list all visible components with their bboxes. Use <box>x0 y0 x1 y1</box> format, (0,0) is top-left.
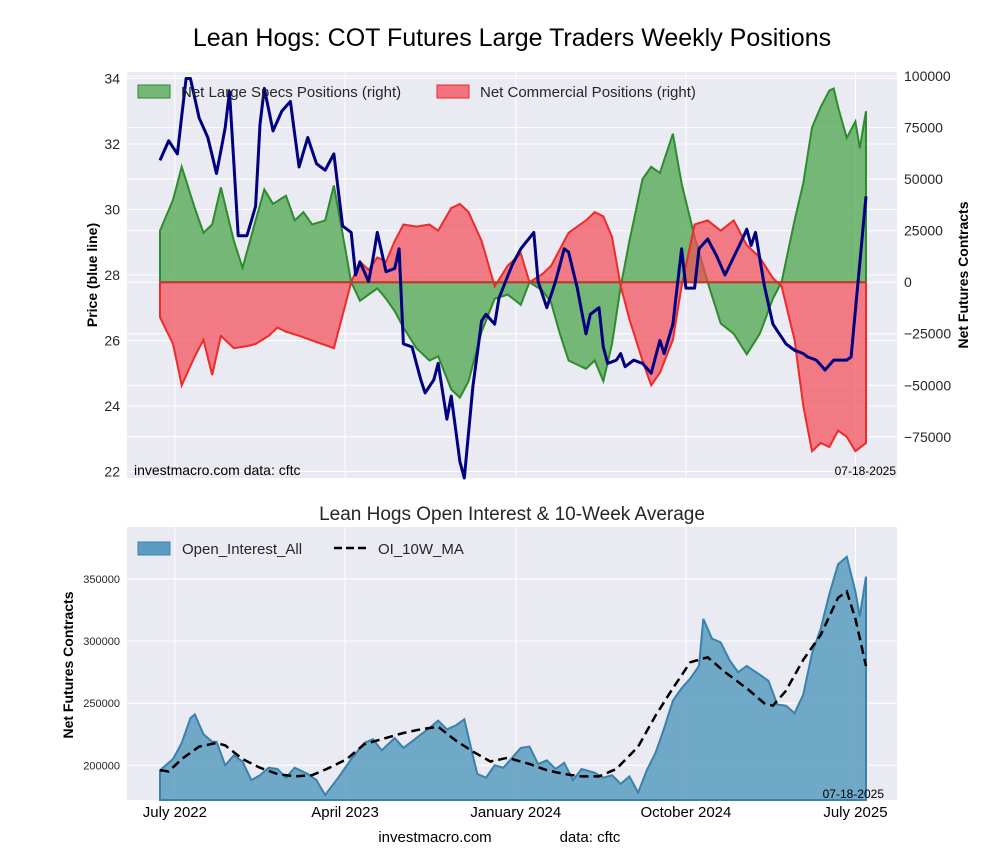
legend-swatch-commercial <box>436 84 470 99</box>
footer-data-source: data: cftc <box>560 829 621 846</box>
bottom-xtick-label: October 2024 <box>640 804 731 821</box>
top-ytick-left-label: 26 <box>104 332 120 348</box>
legend-label-open-interest: Open_Interest_All <box>182 541 302 558</box>
top-ytick-right-label: 25000 <box>904 223 943 239</box>
legend-swatch-specs <box>137 84 171 99</box>
legend-swatch-open-interest <box>137 541 171 556</box>
top-ytick-right-label: 0 <box>904 274 912 290</box>
oi-10w-ma-line <box>159 589 868 778</box>
top-ytick-left-label: 28 <box>104 267 120 283</box>
bottom-xtick-label: July 2025 <box>823 804 887 821</box>
footer-site: investmacro.com <box>378 829 491 846</box>
bottom-ytick-label: 200000 <box>83 760 120 772</box>
bottom-areas <box>159 555 868 801</box>
top-ytick-right-label: −25000 <box>904 326 951 342</box>
top-ytick-left-label: 22 <box>104 463 120 479</box>
bottom-xtick-label: January 2024 <box>470 804 561 821</box>
legend-label-commercial: Net Commercial Positions (right) <box>480 84 696 101</box>
top-chart: 22 24 26 28 30 32 34 −75000 −50000 −25000 0 25000 5… <box>84 68 971 480</box>
top-legend: Net Large Specs Positions (right) Net Co… <box>137 84 696 101</box>
bottom-legend: Open_Interest_All OI_10W_MA <box>137 541 464 558</box>
top-ytick-left-label: 30 <box>104 202 120 218</box>
bottom-xtick-label: July 2022 <box>143 804 207 821</box>
top-lines <box>158 77 868 480</box>
figure-title: Lean Hogs: COT Futures Large Traders Wee… <box>193 24 831 52</box>
top-ytick-left-label: 24 <box>104 398 120 414</box>
bottom-date-annotation: 07-18-2025 <box>823 787 885 801</box>
top-ytick-right-label: 100000 <box>904 68 951 84</box>
top-ylabel-right: Net Futures Contracts <box>955 201 971 348</box>
bottom-ytick-label: 250000 <box>83 698 120 710</box>
top-ytick-right-label: −50000 <box>904 377 951 393</box>
open-interest-area <box>159 555 867 801</box>
top-ytick-right-label: −75000 <box>904 429 951 445</box>
legend-label-specs: Net Large Specs Positions (right) <box>181 84 401 101</box>
bottom-ytick-label: 300000 <box>83 636 120 648</box>
bottom-xtick-label: April 2023 <box>311 804 379 821</box>
top-ytick-left-label: 32 <box>104 136 120 152</box>
legend-label-ma: OI_10W_MA <box>378 541 464 558</box>
bottom-xticks: July 2022 April 2023 January 2024 October 2… <box>143 804 888 821</box>
specs-area <box>159 87 867 400</box>
top-date-annotation: 07-18-2025 <box>835 464 897 478</box>
top-ylabel-left: Price (blue line) <box>84 223 100 327</box>
bottom-ylabel: Net Futures Contracts <box>60 591 76 738</box>
bottom-chart-title: Lean Hogs Open Interest & 10-Week Averag… <box>319 504 705 525</box>
bottom-ytick-label: 350000 <box>83 574 120 586</box>
bottom-yticks: 200000 250000 300000 350000 <box>83 574 120 772</box>
price-line <box>158 77 868 480</box>
top-ytick-right-label: 50000 <box>904 171 943 187</box>
top-ytick-left-label: 34 <box>104 71 120 87</box>
bottom-chart: Lean Hogs Open Interest & 10-Week Averag… <box>60 504 897 821</box>
top-ytick-right-label: 75000 <box>904 120 943 136</box>
top-source-annotation: investmacro.com data: cftc <box>134 462 301 478</box>
top-yticks-left: 22 24 26 28 30 32 34 <box>104 71 120 480</box>
top-yticks-right: −75000 −50000 −25000 0 25000 50000 75000 100000 <box>904 68 951 445</box>
